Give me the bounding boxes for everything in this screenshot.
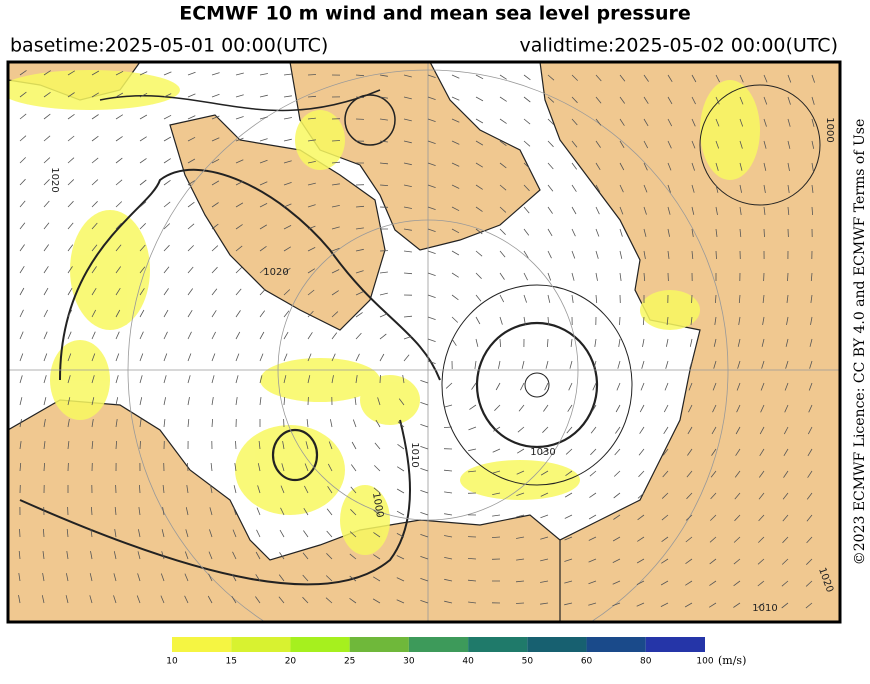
colorbar-segment (586, 637, 646, 652)
colorbar-label: 50 (522, 657, 534, 667)
colorbar-segment (408, 637, 469, 652)
contour-label: 1020 (263, 267, 288, 278)
credit: ©2023 ECMWF Licence: CC BY 4.0 and ECMWF… (852, 119, 868, 566)
contour-label: 1020 (49, 167, 60, 192)
basetime: basetime:2025-05-01 00:00(UTC) (10, 35, 328, 57)
colorbar-segment (349, 637, 409, 652)
wind-arrows (18, 70, 815, 609)
contour-label: 1000 (370, 492, 385, 519)
graticule (8, 62, 840, 622)
colorbar-unit: (m/s) (718, 654, 746, 667)
colorbar-label: 10 (166, 657, 178, 667)
colorbar-segment (231, 637, 291, 652)
colorbar-label: 25 (344, 657, 355, 667)
colorbar-segment (645, 637, 705, 652)
contour-label: 1000 (824, 117, 835, 142)
colorbar-label: 80 (640, 657, 652, 667)
colorbar-segment (527, 637, 587, 652)
colorbar-label: 15 (225, 657, 236, 667)
title: ECMWF 10 m wind and mean sea level press… (179, 3, 691, 25)
isobars (19, 84, 821, 586)
wind-speed-areas (8, 70, 760, 555)
colorbar-label: 100 (696, 657, 713, 667)
colorbar-segment (172, 637, 232, 652)
colorbar: 10 15 20 25 30 40 50 60 80 100 (m/s) (166, 637, 746, 667)
colorbar-label: 20 (285, 657, 297, 667)
colorbar-label: 40 (462, 657, 474, 667)
colorbar-label: 60 (581, 657, 593, 667)
contour-label: 1010 (752, 603, 777, 614)
colorbar-segment (468, 637, 528, 652)
colorbar-label: 30 (403, 657, 415, 667)
colorbar-segment (290, 637, 350, 652)
validtime: validtime:2025-05-02 00:00(UTC) (519, 35, 838, 57)
contour-label: 1010 (409, 442, 420, 467)
map-frame (6, 60, 842, 624)
contour-label: 1030 (530, 447, 555, 458)
